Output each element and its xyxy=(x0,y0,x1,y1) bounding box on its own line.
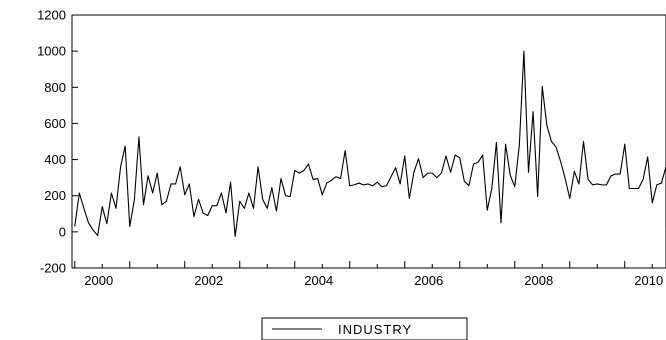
legend: INDUSTRY xyxy=(261,317,468,340)
y-axis: -200 0 200 400 600 800 1000 1200 xyxy=(37,8,78,276)
y-tick-label: 1200 xyxy=(37,8,66,23)
x-tick-label: 2008 xyxy=(524,273,553,288)
y-tick-label: 600 xyxy=(44,116,66,131)
y-tick-label: -200 xyxy=(40,261,66,276)
y-tick-label: 1000 xyxy=(37,44,66,59)
x-tick-label: 2000 xyxy=(84,273,113,288)
x-tick-label: 2006 xyxy=(414,273,443,288)
y-tick-label: 0 xyxy=(59,224,66,239)
x-tick-label: 2002 xyxy=(194,273,223,288)
legend-box xyxy=(261,317,468,340)
x-axis: 2000 2002 2004 2006 2008 2010 xyxy=(74,261,663,288)
y-tick-label: 400 xyxy=(44,152,66,167)
y-tick-label: 800 xyxy=(44,80,66,95)
x-tick-label: 2010 xyxy=(634,273,663,288)
x-tick-label: 2004 xyxy=(304,273,333,288)
y-tick-label: 200 xyxy=(44,188,66,203)
plot-frame xyxy=(71,14,666,269)
legend-label-industry: INDUSTRY xyxy=(338,322,412,337)
series-line-industry xyxy=(74,50,666,237)
